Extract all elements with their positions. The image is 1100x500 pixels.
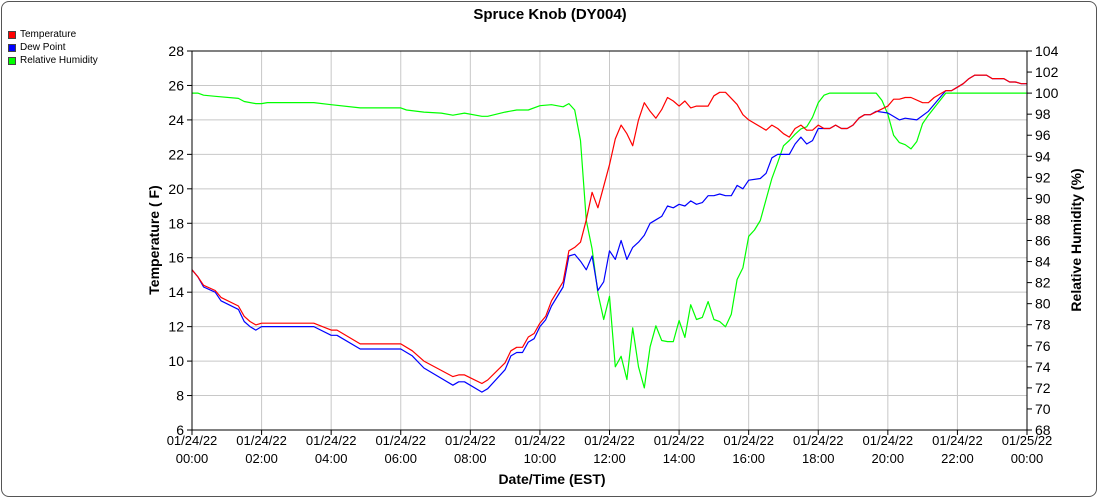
legend-label: Dew Point <box>20 42 66 53</box>
x-tick-label-date: 01/24/22 <box>584 433 635 448</box>
x-tick-label-date: 01/24/22 <box>723 433 774 448</box>
y2-tick-label: 100 <box>1035 85 1059 101</box>
legend-swatch-temperature <box>8 30 16 39</box>
y2-tick-label: 104 <box>1035 43 1059 59</box>
chart-title: Spruce Knob (DY004) <box>473 6 626 23</box>
x-tick-label-time: 12:00 <box>593 451 626 466</box>
y-tick-label: 20 <box>168 181 184 197</box>
y2-tick-label: 82 <box>1035 275 1051 291</box>
series-lines <box>191 74 1027 393</box>
y-tick-label: 22 <box>168 146 184 162</box>
legend-label: Relative Humidity <box>20 55 98 66</box>
x-tick-label-time: 10:00 <box>524 451 557 466</box>
x-tick-label-date: 01/24/22 <box>932 433 983 448</box>
y2-tick-label: 94 <box>1035 148 1051 164</box>
x-tick-label-time: 00:00 <box>1011 451 1044 466</box>
y2-tick-label: 70 <box>1035 401 1051 417</box>
legend-swatch-dew-point <box>8 43 16 52</box>
legend-swatch-relative-humidity <box>8 56 16 65</box>
y-tick-label: 12 <box>168 319 184 335</box>
x-tick-label-time: 00:00 <box>176 451 209 466</box>
y-tick-label: 8 <box>176 388 184 404</box>
y-axis-label: Temperature ( F) <box>146 185 162 294</box>
y2-axis-label: Relative Humidity (%) <box>1068 168 1084 311</box>
x-tick-label-time: 20:00 <box>872 451 905 466</box>
x-tick-label-date: 01/24/22 <box>793 433 844 448</box>
x-tick-label-time: 22:00 <box>941 451 974 466</box>
grid <box>191 50 1028 431</box>
x-tick-label-date: 01/24/22 <box>306 433 357 448</box>
y-tick-label: 18 <box>168 215 184 231</box>
y-tick-label: 16 <box>168 250 184 266</box>
legend-item-dew-point: Dew Point <box>8 41 98 54</box>
legend-item-temperature: Temperature <box>8 28 98 41</box>
x-tick-label-time: 18:00 <box>802 451 835 466</box>
legend-label: Temperature <box>20 29 77 40</box>
y2-tick-label: 76 <box>1035 338 1051 354</box>
x-tick-label-date: 01/24/22 <box>236 433 287 448</box>
series-line-temperature <box>191 74 1027 385</box>
y2-tick-label: 72 <box>1035 380 1051 396</box>
y2-tick-label: 84 <box>1035 254 1051 270</box>
legend: Temperature Dew Point Relative Humidity <box>8 28 98 67</box>
x-tick-label-time: 14:00 <box>663 451 696 466</box>
x-tick-label-date: 01/25/22 <box>1002 433 1053 448</box>
y-tick-label: 24 <box>168 112 184 128</box>
series-line-relative-humidity <box>192 92 1027 389</box>
y2-tick-label: 74 <box>1035 359 1051 375</box>
x-tick-label-date: 01/24/22 <box>167 433 218 448</box>
x-tick-label-time: 02:00 <box>245 451 278 466</box>
y2-tick-label: 78 <box>1035 317 1051 333</box>
y-tick-label: 28 <box>168 43 184 59</box>
y-tick-label: 14 <box>168 284 184 300</box>
axes: 6810121416182022242628687072747678808284… <box>167 43 1059 466</box>
x-tick-label-time: 04:00 <box>315 451 348 466</box>
y-tick-label: 10 <box>168 353 184 369</box>
x-axis-label: Date/Time (EST) <box>498 471 605 487</box>
x-tick-label-date: 01/24/22 <box>515 433 566 448</box>
legend-item-relative-humidity: Relative Humidity <box>8 54 98 67</box>
x-tick-label-time: 06:00 <box>384 451 417 466</box>
y-tick-label: 26 <box>168 77 184 93</box>
series-line-dew-point <box>191 74 1027 393</box>
y2-tick-label: 88 <box>1035 211 1051 227</box>
x-tick-label-date: 01/24/22 <box>863 433 914 448</box>
x-tick-label-date: 01/24/22 <box>445 433 496 448</box>
y2-tick-label: 102 <box>1035 64 1059 80</box>
y2-tick-label: 90 <box>1035 190 1051 206</box>
x-tick-label-date: 01/24/22 <box>375 433 426 448</box>
x-tick-label-time: 08:00 <box>454 451 487 466</box>
y-tick-label: 6 <box>176 422 184 438</box>
y2-tick-label: 68 <box>1035 422 1051 438</box>
x-tick-label-date: 01/24/22 <box>654 433 705 448</box>
y2-tick-label: 96 <box>1035 127 1051 143</box>
x-tick-label-time: 16:00 <box>732 451 765 466</box>
y2-tick-label: 80 <box>1035 296 1051 312</box>
y2-tick-label: 92 <box>1035 169 1051 185</box>
y2-tick-label: 86 <box>1035 233 1051 249</box>
y2-tick-label: 98 <box>1035 106 1051 122</box>
